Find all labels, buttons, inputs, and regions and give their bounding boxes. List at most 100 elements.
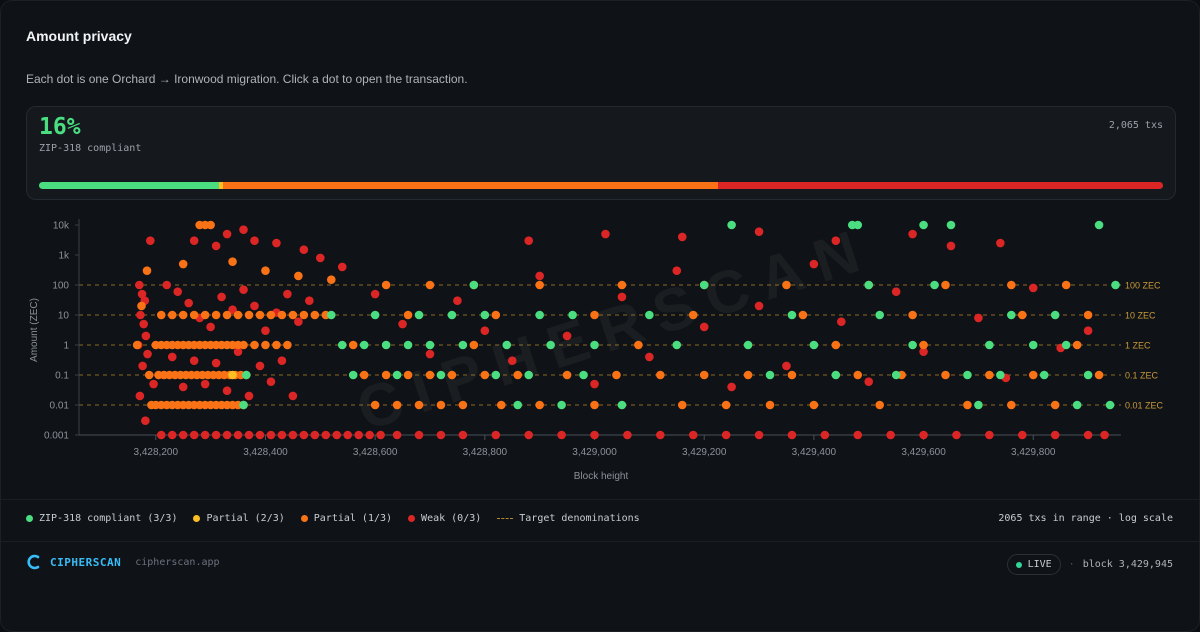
data-point[interactable] [831, 340, 841, 350]
data-point[interactable] [206, 220, 215, 230]
data-point[interactable] [337, 262, 347, 272]
data-point[interactable] [754, 430, 764, 440]
data-point[interactable] [403, 340, 413, 350]
data-point[interactable] [590, 340, 599, 350]
data-point[interactable] [535, 400, 544, 410]
data-point[interactable] [568, 310, 577, 320]
data-point[interactable] [348, 340, 358, 350]
data-point[interactable] [1083, 430, 1093, 440]
data-point[interactable] [211, 241, 221, 251]
data-point[interactable] [1007, 280, 1016, 290]
data-point[interactable] [206, 322, 215, 332]
data-point[interactable] [137, 289, 147, 299]
data-point[interactable] [244, 430, 254, 440]
data-point[interactable] [239, 340, 248, 350]
data-point[interactable] [743, 340, 753, 350]
brand-domain[interactable]: cipherscan.app [135, 556, 220, 568]
data-point[interactable] [1028, 370, 1038, 380]
data-point[interactable] [480, 370, 490, 380]
data-point[interactable] [135, 280, 144, 290]
data-point[interactable] [985, 430, 994, 440]
data-point[interactable] [132, 340, 142, 350]
data-point[interactable] [458, 400, 468, 410]
data-point[interactable] [414, 400, 424, 410]
data-point[interactable] [145, 236, 155, 245]
data-point[interactable] [189, 310, 199, 320]
data-point[interactable] [875, 310, 884, 320]
data-point[interactable] [985, 340, 994, 350]
data-point[interactable] [217, 292, 226, 302]
data-point[interactable] [173, 287, 183, 296]
data-point[interactable] [376, 430, 385, 440]
data-point[interactable] [590, 310, 599, 320]
data-point[interactable] [1111, 280, 1120, 290]
data-point[interactable] [699, 280, 709, 290]
data-point[interactable] [283, 289, 292, 299]
data-point[interactable] [178, 259, 188, 269]
data-point[interactable] [754, 301, 764, 311]
data-point[interactable] [946, 220, 956, 230]
data-point[interactable] [941, 280, 950, 290]
data-point[interactable] [919, 430, 928, 440]
data-point[interactable] [974, 313, 983, 323]
data-point[interactable] [348, 370, 358, 380]
data-point[interactable] [919, 340, 928, 350]
data-point[interactable] [886, 430, 895, 440]
data-point[interactable] [178, 382, 188, 392]
data-point[interactable] [1061, 280, 1071, 290]
footer-brand[interactable]: CIPHERSCAN cipherscan.app [26, 554, 220, 570]
data-point[interactable] [403, 370, 413, 380]
data-point[interactable] [228, 370, 237, 380]
data-point[interactable] [1061, 340, 1071, 350]
data-point[interactable] [656, 370, 665, 380]
data-point[interactable] [354, 430, 363, 440]
data-point[interactable] [142, 266, 152, 275]
data-point[interactable] [908, 310, 917, 320]
data-point[interactable] [277, 356, 287, 365]
data-point[interactable] [392, 400, 402, 410]
data-point[interactable] [469, 280, 479, 290]
data-point[interactable] [919, 347, 928, 356]
data-point[interactable] [167, 310, 177, 320]
data-point[interactable] [557, 430, 566, 440]
data-point[interactable] [1007, 400, 1016, 410]
data-point[interactable] [524, 370, 534, 380]
data-point[interactable] [721, 400, 731, 410]
data-point[interactable] [590, 379, 599, 389]
data-point[interactable] [144, 370, 154, 380]
data-point[interactable] [535, 280, 544, 290]
data-point[interactable] [1083, 370, 1093, 380]
data-point[interactable] [337, 340, 347, 350]
data-point[interactable] [156, 310, 166, 320]
data-point[interactable] [853, 220, 863, 230]
data-point[interactable] [141, 416, 150, 425]
data-point[interactable] [381, 280, 391, 290]
data-point[interactable] [985, 370, 994, 380]
data-point[interactable] [294, 271, 303, 281]
data-point[interactable] [677, 232, 687, 242]
data-point[interactable] [853, 430, 863, 440]
data-point[interactable] [908, 340, 917, 350]
data-point[interactable] [557, 400, 566, 410]
data-point[interactable] [233, 310, 243, 320]
data-point[interactable] [562, 331, 572, 341]
data-point[interactable] [562, 370, 572, 380]
data-point[interactable] [239, 285, 248, 294]
data-point[interactable] [403, 310, 413, 320]
data-point[interactable] [1007, 310, 1016, 320]
data-point[interactable] [250, 301, 259, 311]
data-point[interactable] [809, 259, 819, 269]
data-point[interactable] [261, 266, 270, 275]
data-point[interactable] [255, 361, 265, 371]
data-point[interactable] [359, 340, 369, 350]
data-point[interactable] [200, 310, 210, 320]
data-point[interactable] [782, 280, 791, 290]
data-point[interactable] [721, 430, 731, 440]
data-point[interactable] [1050, 310, 1060, 320]
data-point[interactable] [699, 322, 709, 332]
data-point[interactable] [524, 430, 534, 440]
data-point[interactable] [139, 319, 149, 329]
data-point[interactable] [496, 400, 506, 410]
data-point[interactable] [1100, 430, 1109, 440]
data-point[interactable] [143, 349, 152, 359]
